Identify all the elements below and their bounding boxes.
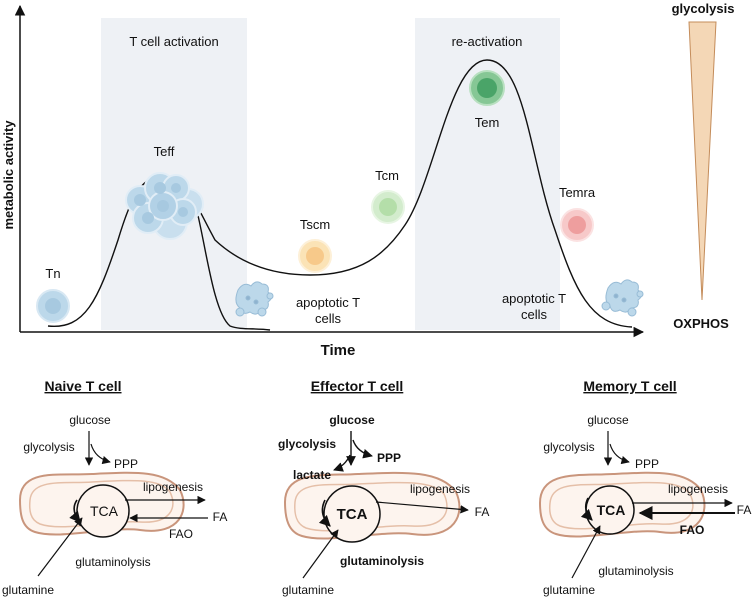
apoptotic-label-2-line1: apoptotic T (502, 291, 566, 306)
memory-glutaminolysis: glutaminolysis (598, 564, 673, 578)
glycolysis-gradient-label: glycolysis (672, 1, 735, 16)
tem-label: Tem (475, 115, 500, 130)
tn-label: Tn (45, 266, 60, 281)
naive-glutaminolysis: glutaminolysis (75, 555, 150, 569)
effector-glucose: glucose (329, 413, 375, 427)
memory-glucose: glucose (587, 413, 629, 427)
effector-glutamine-arrow (302, 529, 339, 579)
memory-panel-title: Memory T cell (583, 378, 676, 394)
naive-fa: FA (213, 510, 228, 524)
naive-glycolysis: glycolysis (23, 440, 74, 454)
effector-tca-cycle (323, 485, 381, 543)
naive-ppp: PPP (114, 457, 138, 471)
memory-glycolysis: glycolysis (543, 440, 594, 454)
effector-tca: TCA (337, 506, 368, 523)
naive-glucose: glucose (69, 413, 111, 427)
x-axis-label: Time (321, 342, 356, 359)
tscm-label: Tscm (300, 217, 330, 232)
activation-phase-band (101, 18, 247, 330)
naive-t-cell-panel: Naive T cell TCA glucose glycolysis PPP … (2, 378, 227, 597)
effector-tca-loop-arrow (318, 499, 331, 527)
teff-label: Teff (154, 144, 175, 159)
naive-fao: FAO (169, 527, 193, 541)
memory-glutamine: glutamine (543, 583, 595, 597)
naive-tca: TCA (90, 503, 119, 519)
naive-glutamine: glutamine (2, 583, 54, 597)
memory-fao: FAO (680, 523, 705, 537)
apoptotic-cells-1 (235, 281, 274, 317)
metabolic-activity-chart: T cell activation re-activation metaboli… (1, 1, 734, 359)
memory-t-cell-panel: Memory T cell TCA glucose glycolysis PPP… (538, 378, 752, 597)
naive-panel-title: Naive T cell (44, 378, 121, 394)
apoptotic-cells-2 (601, 279, 644, 317)
memory-glutamine-arrow (571, 525, 601, 579)
naive-lipogenesis: lipogenesis (143, 480, 203, 494)
reactivation-phase-band (415, 18, 560, 330)
glycolysis-oxphos-wedge (688, 21, 717, 301)
tem-cell (469, 70, 505, 106)
activation-phase-label: T cell activation (129, 34, 218, 49)
memory-fa: FA (737, 503, 752, 517)
activity-curve-apoptosis (189, 189, 271, 331)
effector-t-cell-panel: Effector T cell TCA glucose glycolysis P… (278, 378, 489, 597)
temra-cell (560, 208, 594, 242)
apoptotic-label-2-line2: cells (521, 307, 548, 322)
memory-lipogenesis: lipogenesis (668, 482, 728, 496)
effector-panel-title: Effector T cell (311, 378, 404, 394)
oxphos-gradient-label: OXPHOS (673, 316, 729, 331)
effector-mito-inner (294, 481, 448, 532)
tcm-label: Tcm (375, 168, 399, 183)
tn-cell (36, 289, 70, 323)
memory-ppp: PPP (635, 457, 659, 471)
naive-mito-inner (28, 479, 174, 528)
effector-lactate-arrow (333, 454, 351, 472)
tcm-cell (371, 190, 405, 224)
effector-glutaminolysis: glutaminolysis (340, 554, 424, 568)
temra-label: Temra (559, 185, 596, 200)
effector-fa: FA (475, 505, 490, 519)
memory-tca: TCA (597, 502, 626, 518)
memory-tca-loop-arrow (580, 497, 593, 521)
tscm-cell (298, 239, 332, 273)
apoptotic-label-1-line1: apoptotic T (296, 295, 360, 310)
effector-glutamine: glutamine (282, 583, 334, 597)
naive-ppp-arrow (90, 443, 111, 465)
apoptotic-label-1-line2: cells (315, 311, 342, 326)
effector-lipogenesis-arrow (375, 501, 469, 514)
y-axis-label: metabolic activity (1, 120, 16, 230)
memory-ppp-arrow (609, 443, 630, 465)
reactivation-phase-label: re-activation (452, 34, 523, 49)
effector-ppp: PPP (377, 451, 401, 465)
teff-cell-cluster (125, 172, 204, 240)
effector-lipogenesis: lipogenesis (410, 482, 470, 496)
naive-glutamine-arrow (37, 517, 83, 577)
effector-lactate: lactate (293, 468, 331, 482)
effector-ppp-arrow (352, 439, 373, 459)
effector-glycolysis: glycolysis (278, 437, 336, 451)
